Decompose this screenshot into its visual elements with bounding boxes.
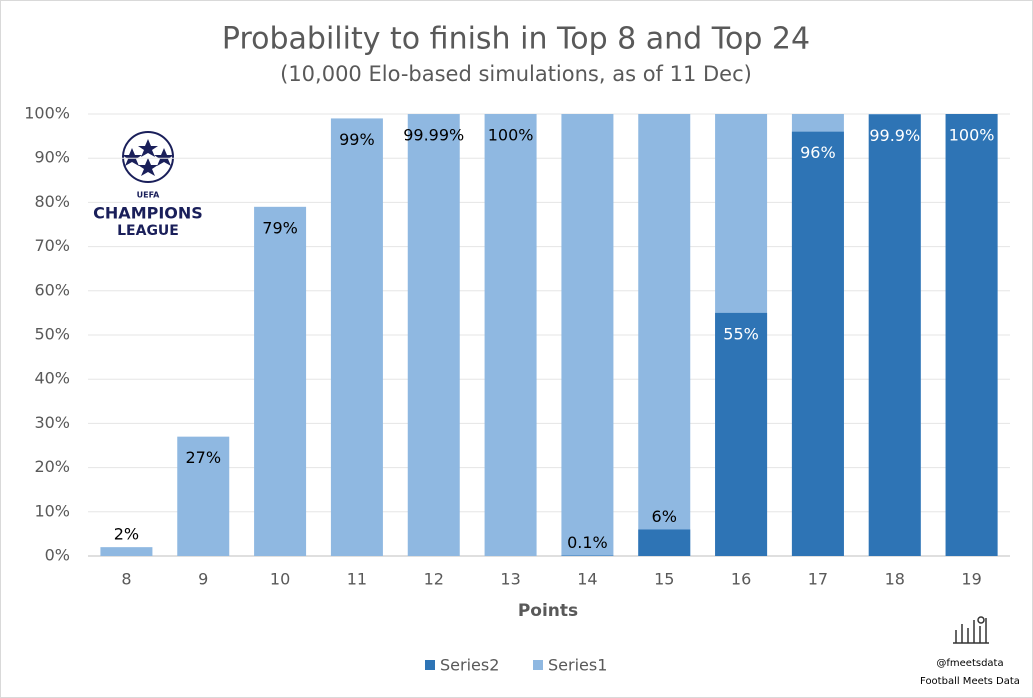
x-tick-label: 12 <box>424 570 444 589</box>
x-tick-label: 14 <box>577 570 597 589</box>
x-tick-label: 18 <box>885 570 905 589</box>
legend-swatch <box>425 660 435 670</box>
y-tick-label: 100% <box>24 104 70 123</box>
x-tick-label: 8 <box>121 570 131 589</box>
bar <box>254 206 307 556</box>
y-tick-label: 30% <box>34 413 70 432</box>
x-tick-label: 13 <box>500 570 520 589</box>
bar <box>715 312 768 556</box>
logo: UEFA CHAMPIONS LEAGUE <box>93 131 203 239</box>
x-tick-label: 16 <box>731 570 751 589</box>
bar <box>945 114 998 556</box>
credit: @fmeetsdata <box>936 658 1003 669</box>
data-label: 99.9% <box>869 126 920 145</box>
data-label: 100% <box>488 126 534 145</box>
data-label: 79% <box>262 218 298 237</box>
bar <box>484 114 537 556</box>
x-tick-label: 17 <box>808 570 828 589</box>
legend-label: Series1 <box>548 656 607 675</box>
data-label: 96% <box>800 143 836 162</box>
chart-subtitle: (10,000 Elo-based simulations, as of 11 … <box>280 62 752 86</box>
logo-ball <box>122 131 174 183</box>
bar <box>638 114 691 556</box>
bar <box>330 118 383 557</box>
x-tick-label: 9 <box>198 570 208 589</box>
bar <box>868 114 921 556</box>
x-tick-label: 10 <box>270 570 290 589</box>
data-label: 55% <box>723 324 759 343</box>
y-tick-label: 80% <box>34 192 70 211</box>
data-label: 100% <box>949 126 995 145</box>
bar <box>561 114 614 556</box>
bar <box>407 114 460 557</box>
y-tick-label: 40% <box>34 369 70 388</box>
credits-icon <box>953 616 989 644</box>
bar <box>638 529 691 556</box>
credit: Football Meets Data <box>920 676 1020 687</box>
data-label: 99.99% <box>403 126 464 145</box>
y-tick-label: 20% <box>34 457 70 476</box>
data-label: 0.1% <box>567 533 608 552</box>
bar <box>791 131 844 556</box>
y-tick-label: 0% <box>45 546 70 565</box>
y-tick-label: 60% <box>34 280 70 299</box>
bar <box>100 547 153 556</box>
y-tick-label: 10% <box>34 501 70 520</box>
data-label: 6% <box>652 507 677 526</box>
data-label: 2% <box>114 525 139 544</box>
x-tick-label: 15 <box>654 570 674 589</box>
logo-text: CHAMPIONS <box>93 204 203 223</box>
logo-text: UEFA <box>137 191 161 200</box>
logo-stars <box>122 139 174 176</box>
legend-swatch <box>533 660 543 670</box>
legend-label: Series2 <box>440 656 499 675</box>
y-tick-label: 70% <box>34 236 70 255</box>
x-tick-label: 19 <box>961 570 981 589</box>
data-label: 27% <box>185 448 221 467</box>
x-tick-label: 11 <box>347 570 367 589</box>
logo-text: LEAGUE <box>117 223 179 239</box>
x-axis-title: Points <box>518 601 578 621</box>
bar <box>177 436 230 556</box>
y-tick-label: 90% <box>34 148 70 167</box>
chart-title: Probability to finish in Top 8 and Top 2… <box>222 22 810 57</box>
y-tick-label: 50% <box>34 325 70 344</box>
data-label: 99% <box>339 130 375 149</box>
